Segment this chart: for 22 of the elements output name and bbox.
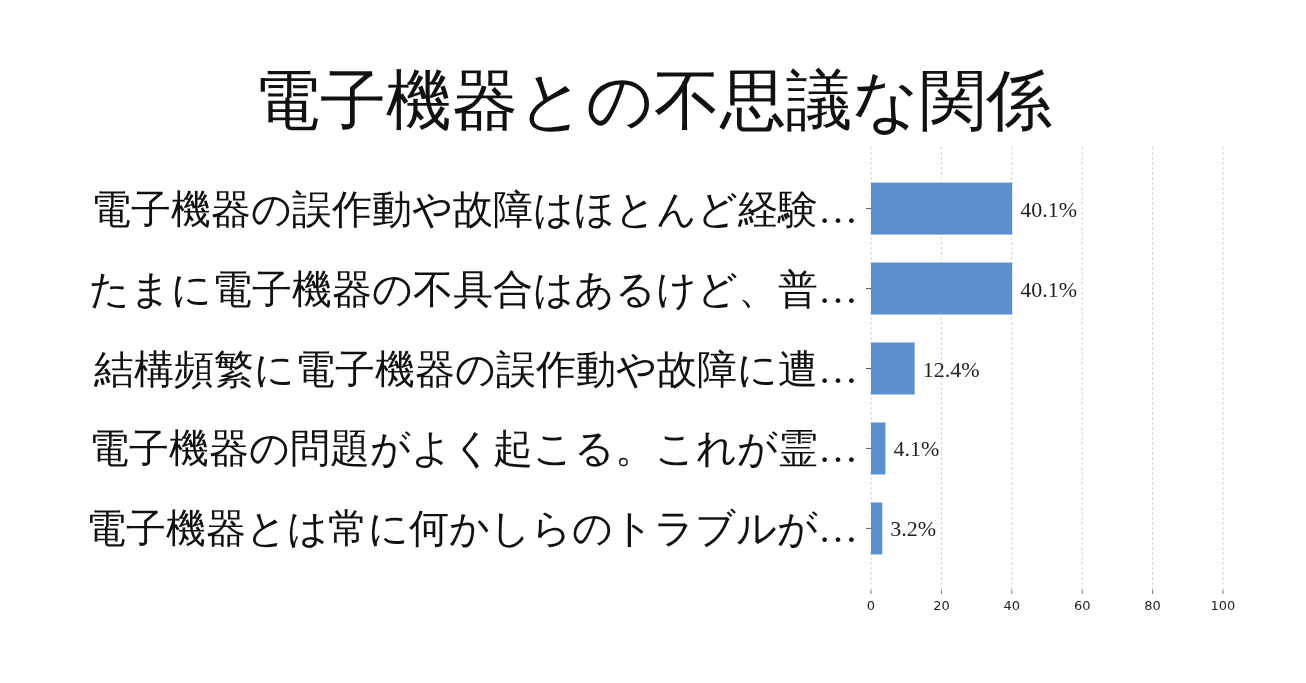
- data-label: 12.4%: [922, 356, 980, 381]
- x-tick-label: 0: [866, 597, 876, 613]
- x-tick-label: 40: [1003, 597, 1021, 613]
- x-tick-label: 60: [1073, 597, 1091, 613]
- bar: [871, 422, 886, 475]
- bar: [871, 182, 1013, 235]
- bar: [871, 342, 915, 395]
- data-label: 40.1%: [1020, 196, 1077, 222]
- data-label: 4.1%: [893, 435, 940, 461]
- x-tick-label: 80: [1144, 597, 1161, 613]
- y-tick-label: 電子機器の誤作動や故障はほとんど経験…: [91, 186, 858, 232]
- x-tick-label: 100: [1210, 597, 1236, 613]
- bar: [871, 262, 1013, 315]
- y-tick-label: たまに電子機器の不具合はあるけど、普…: [89, 266, 858, 312]
- x-tick-label: 20: [933, 597, 950, 613]
- y-tick-label: 電子機器とは常に何かしらのトラブルが…: [86, 505, 858, 551]
- bar: [871, 502, 883, 555]
- data-label: 40.1%: [1020, 276, 1077, 302]
- y-tick-label: 電子機器の問題がよく起こる。これが霊…: [89, 425, 858, 471]
- y-tick-label: 結構頻繁に電子機器の誤作動や故障に遭…: [93, 346, 858, 391]
- chart-title: 電子機器との不思議な関係: [254, 63, 1052, 137]
- data-label: 3.2%: [890, 515, 937, 541]
